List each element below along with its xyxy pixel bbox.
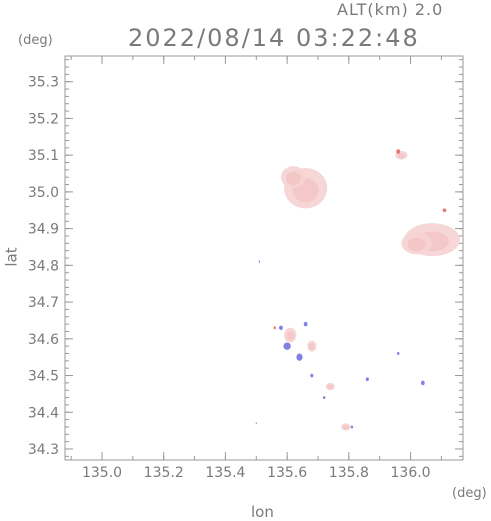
- echo-red-9: [396, 149, 401, 154]
- x-unit-label: (deg): [452, 486, 487, 501]
- x-axis-label: lon: [251, 503, 274, 521]
- x-tick-label-1: 135.2: [144, 465, 184, 481]
- echo-blue-22: [255, 422, 257, 425]
- echo-core-8: [342, 425, 349, 430]
- x-tick-label-5: 136.0: [391, 465, 431, 481]
- echo-blue-23: [258, 260, 260, 264]
- echo-blue-12: [283, 342, 291, 350]
- y-tick-label-7: 35.0: [28, 185, 59, 201]
- echo-blue-14: [279, 325, 283, 330]
- timestamp-title: 2022/08/14 03:22:48: [128, 24, 420, 52]
- echo-layer: [255, 149, 460, 431]
- y-unit-label: (deg): [18, 33, 53, 48]
- y-tick-label-6: 34.9: [28, 222, 59, 238]
- y-tick-label-8: 35.1: [28, 148, 59, 164]
- echo-blue-17: [365, 377, 369, 382]
- y-tick-label-3: 34.6: [28, 332, 59, 348]
- echo-blue-19: [396, 352, 400, 355]
- tick-layer: 135.0 135.2 135.4 135.6 135.8 136.0 34.3 34.4 34…: [28, 56, 463, 481]
- y-tick-label-10: 35.3: [28, 75, 59, 91]
- echo-red-11: [273, 326, 277, 330]
- echo-blue-15: [303, 321, 308, 327]
- echo-blue-16: [310, 373, 314, 378]
- echo-core-5: [286, 331, 294, 341]
- x-tick-label-4: 135.8: [329, 465, 369, 481]
- echo-blue-21: [350, 425, 354, 429]
- plot-frame: [64, 55, 464, 461]
- echo-core-6: [309, 343, 315, 351]
- echo-blue-13: [296, 353, 303, 361]
- echo-core-4: [397, 152, 405, 159]
- y-tick-label-5: 34.8: [28, 258, 59, 274]
- x-tick-label-2: 135.4: [205, 465, 245, 481]
- y-tick-label-1: 34.4: [28, 405, 59, 421]
- y-tick-label-2: 34.5: [28, 369, 59, 385]
- echo-blue-18: [421, 380, 425, 386]
- y-tick-label-0: 34.3: [28, 442, 59, 458]
- echo-core-7: [327, 384, 334, 390]
- y-tick-label-9: 35.2: [28, 111, 59, 127]
- echo-red-10: [442, 208, 447, 213]
- x-tick-label-0: 135.0: [82, 465, 122, 481]
- echo-core-3: [407, 237, 426, 252]
- y-tick-label-4: 34.7: [28, 295, 59, 311]
- x-tick-label-3: 135.6: [267, 465, 307, 481]
- echo-blue-20: [322, 396, 326, 400]
- altitude-label: ALT(km) 2.0: [337, 0, 444, 19]
- echo-core-1: [285, 171, 301, 185]
